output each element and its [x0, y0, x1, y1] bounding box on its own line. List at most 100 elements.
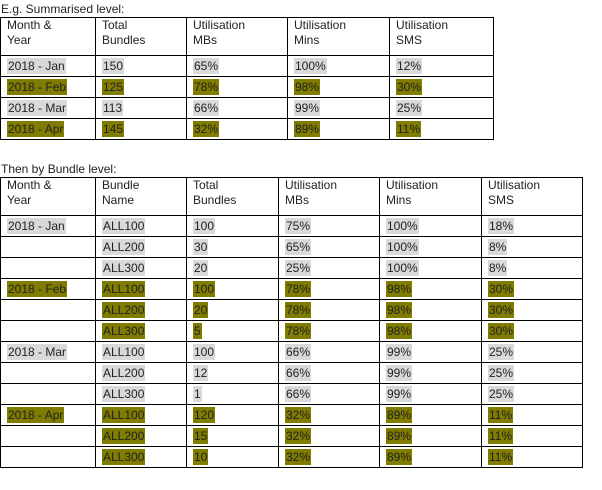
table-cell-mins: 100% [379, 215, 482, 237]
table-row: 2018 - Mar ALL100 100 66% 99% 25% [0, 341, 583, 363]
column-header: Utilisation Mins [287, 17, 390, 56]
table-row: ALL300 10 32% 89% 11% [0, 446, 583, 468]
cell-value: 11% [396, 121, 422, 137]
table-cell-mbs: 32% [278, 446, 380, 468]
table-cell-name: ALL200 [95, 299, 187, 321]
cell-value: 65% [193, 58, 220, 74]
cell-value: 30% [488, 323, 515, 339]
column-header-line: Utilisation [294, 18, 347, 33]
cell-value: 78% [285, 323, 312, 339]
column-header-line: Mins [294, 33, 320, 47]
cell-value: 30% [488, 302, 515, 318]
table-row: 2018 - Feb 125 78% 98% 30% [0, 76, 494, 98]
table-cell-bundles: 10 [186, 446, 279, 468]
cell-value: 5 [193, 323, 202, 339]
table-cell-bundles: 15 [186, 425, 279, 447]
table-row: ALL200 15 32% 89% 11% [0, 425, 583, 447]
cell-value: 25% [396, 100, 423, 116]
cell-value: 8% [488, 260, 508, 276]
column-header: Utilisation MBs [278, 177, 380, 216]
table-cell-sms: 11% [481, 425, 583, 447]
cell-value: 66% [193, 100, 220, 116]
column-header: Utilisation SMS [481, 177, 583, 216]
table-cell-mins: 98% [379, 278, 482, 300]
column-header-line: SMS [396, 33, 423, 47]
table-cell-mins: 99% [379, 383, 482, 405]
table-cell-name: ALL200 [95, 425, 187, 447]
table-cell-name: ALL300 [95, 257, 187, 279]
table-cell-mbs: 75% [278, 215, 380, 237]
table-cell-mins: 99% [287, 97, 390, 119]
table-cell-bundles: 100 [186, 215, 279, 237]
cell-value: 98% [386, 323, 413, 339]
cell-value: 145 [102, 121, 125, 137]
table-cell-mbs: 78% [278, 278, 380, 300]
table-cell-name: ALL100 [95, 278, 187, 300]
table-cell-mbs: 32% [186, 118, 288, 140]
table-cell-month: 2018 - Mar [0, 341, 96, 363]
table-row: ALL300 1 66% 99% 25% [0, 383, 583, 405]
column-header-line: Bundle [102, 178, 140, 193]
cell-value: 66% [285, 386, 312, 402]
table-cell-mins: 89% [287, 118, 390, 140]
cell-value: 99% [386, 386, 413, 402]
column-header-line: Year [7, 193, 32, 207]
column-header: Utilisation MBs [186, 17, 288, 56]
table-row: 2018 - Jan ALL100 100 75% 100% 18% [0, 215, 583, 237]
cell-value: 20 [193, 302, 209, 318]
cell-value: ALL100 [102, 407, 146, 423]
table-cell-mbs: 66% [278, 341, 380, 363]
cell-value: 20 [193, 260, 209, 276]
cell-value: 2018 - Jan [7, 218, 66, 234]
column-header-line: SMS [488, 193, 515, 207]
cell-value: 78% [193, 79, 220, 95]
cell-value: 66% [285, 365, 312, 381]
table-cell-month [0, 362, 96, 384]
table-cell-bundles: 5 [186, 320, 279, 342]
table-cell-mbs: 78% [278, 320, 380, 342]
table-cell-bundles: 12 [186, 362, 279, 384]
table-cell-bundles: 20 [186, 299, 279, 321]
table-cell-mbs: 65% [186, 55, 288, 77]
cell-value: 113 [102, 100, 124, 116]
bundle-caption: Then by Bundle level: [1, 162, 117, 176]
cell-value: ALL100 [102, 344, 146, 360]
table-cell-name: ALL100 [95, 215, 187, 237]
column-header-line: MBs [285, 193, 309, 207]
cell-value: 99% [386, 365, 413, 381]
column-header-line: Total [193, 178, 219, 193]
table-cell-sms: 11% [481, 404, 583, 426]
column-header-line: Utilisation [386, 178, 439, 193]
cell-value: 2018 - Apr [7, 407, 65, 423]
cell-value: 98% [386, 281, 413, 297]
table-cell-sms: 11% [389, 118, 494, 140]
table-cell-sms: 25% [481, 383, 583, 405]
summary-caption: E.g. Summarised level: [1, 2, 125, 16]
table-cell-mins: 89% [379, 425, 482, 447]
column-header-line: Mins [386, 193, 412, 207]
cell-value: 100 [193, 281, 216, 297]
cell-value: 120 [193, 407, 216, 423]
cell-value: 100 [193, 344, 216, 360]
cell-value: 32% [285, 407, 312, 423]
table-cell-mins: 98% [379, 320, 482, 342]
column-header-line: Bundles [102, 33, 146, 47]
cell-value: 89% [386, 449, 413, 465]
table-cell-name: ALL300 [95, 320, 187, 342]
cell-value: 98% [386, 302, 413, 318]
cell-value: 25% [488, 365, 515, 381]
cell-value: 32% [193, 121, 220, 137]
column-header-line: MBs [193, 33, 217, 47]
table-cell-sms: 12% [389, 55, 494, 77]
cell-value: 2018 - Jan [7, 58, 66, 74]
table-cell-mbs: 32% [278, 404, 380, 426]
cell-value: 25% [488, 344, 515, 360]
cell-value: ALL100 [102, 218, 146, 234]
table-cell-mbs: 25% [278, 257, 380, 279]
cell-value: 100% [386, 218, 419, 234]
cell-value: 100% [386, 260, 419, 276]
column-header: Total Bundles [95, 17, 187, 56]
cell-value: 78% [285, 281, 312, 297]
column-header-line: Name [102, 193, 135, 207]
table-cell-month: 2018 - Apr [0, 404, 96, 426]
